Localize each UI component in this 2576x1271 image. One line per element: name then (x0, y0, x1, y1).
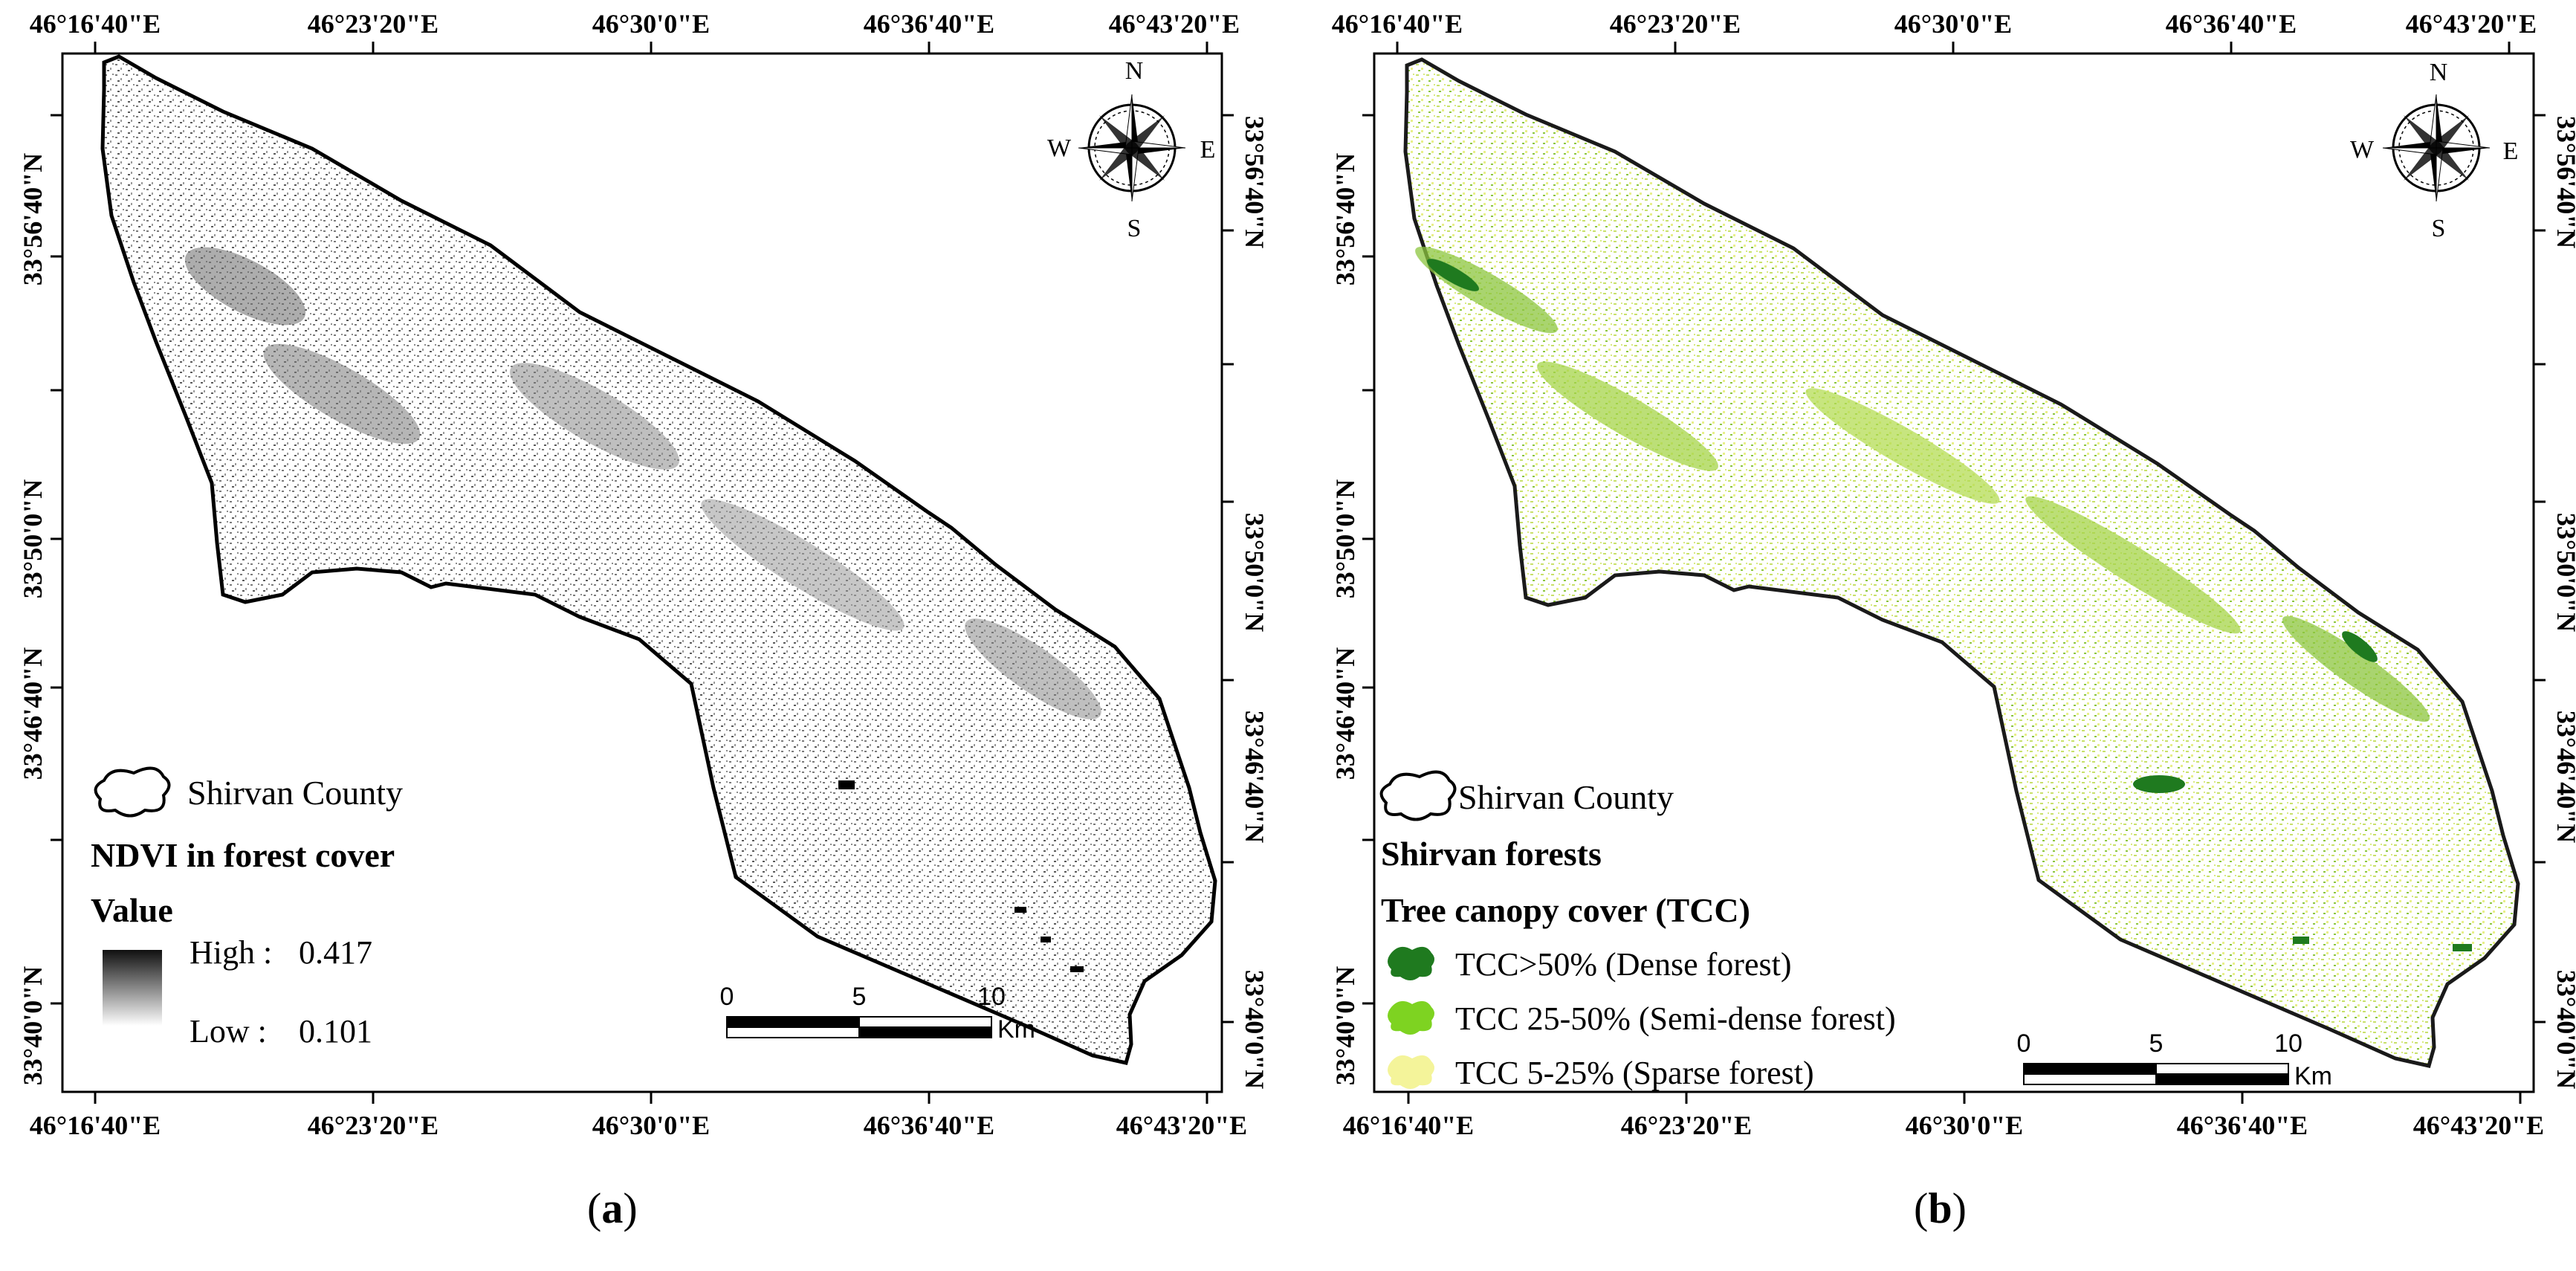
graticule-ticks (1362, 42, 2546, 1104)
latitude-label: 33°50'0"N (2551, 513, 2576, 632)
legend-boundary-label: Shirvan County (187, 774, 403, 812)
ndvi-color-ramp (103, 950, 162, 1026)
ndvi-high-dots (838, 780, 1084, 972)
ndvi-dense-patches (184, 247, 1101, 719)
longitude-label: 46°36'40"E (864, 9, 994, 39)
compass-west-label: W (2350, 136, 2375, 164)
tcc-semi-dense-patches (1415, 246, 2430, 722)
legend-boundary-label: Shirvan County (1458, 778, 1674, 816)
legend-high-value: 0.417 (299, 934, 372, 971)
longitude-label: 46°16'40"E (1343, 1110, 1474, 1140)
shirvan-county-boundary (100, 54, 1217, 1065)
boundary-legend-icon (1379, 770, 1457, 821)
map-panel-a: 46°16'40"E 46°23'20"E 46°30'0"E 46°36'40… (18, 9, 1269, 1140)
latitude-label: 33°40'0"N (2551, 970, 2576, 1089)
compass-north-label: N (2430, 59, 2448, 86)
tcc-dense-swatch-icon (1388, 946, 1434, 980)
panel-caption-a: (a) (587, 1184, 638, 1232)
latitude-label: 33°46'40"N (18, 647, 48, 780)
legend-panel-a: Shirvan County NDVI in forest cover Valu… (91, 766, 403, 1050)
legend-heading: NDVI in forest cover (91, 836, 395, 874)
longitude-label: 46°16'40"E (30, 1110, 161, 1140)
longitude-label: 46°30'0"E (592, 1110, 710, 1140)
latitude-label: 33°50'0"N (1330, 479, 1360, 598)
scale-tick-label: 0 (2017, 1029, 2031, 1058)
longitude-label: 46°23'20"E (308, 1110, 438, 1140)
latitude-label: 33°46'40"N (1240, 711, 1269, 843)
tcc-sparse-swatch-icon (1388, 1055, 1434, 1089)
compass-east-label: E (1200, 136, 1216, 164)
map-panel-b: 46°16'40"E 46°23'20"E 46°30'0"E 46°36'40… (1330, 9, 2576, 1140)
scale-tick-label: 5 (2149, 1029, 2164, 1058)
latitude-label: 33°56'40"N (18, 153, 48, 285)
legend-high-label: High : (190, 934, 272, 971)
compass-east-label: E (2503, 138, 2519, 165)
longitude-label: 46°43'20"E (2413, 1110, 2544, 1140)
latitude-label: 33°50'0"N (1240, 513, 1269, 632)
tcc-dense-patches (1427, 259, 2472, 951)
shirvan-county-boundary (1403, 57, 2520, 1068)
scale-unit-label: Km (997, 1015, 1035, 1044)
legend-subheading: Tree canopy cover (TCC) (1381, 891, 1750, 929)
scale-bar: 0 5 10 Km (720, 983, 1035, 1044)
compass-south-label: S (2432, 215, 2446, 242)
longitude-label: 46°30'0"E (592, 9, 710, 39)
compass-south-label: S (1127, 215, 1142, 242)
longitude-label: 46°36'40"E (2166, 9, 2297, 39)
scale-tick-label: 10 (977, 983, 1006, 1011)
longitude-label: 46°43'20"E (2406, 9, 2537, 39)
longitude-label: 46°36'40"E (864, 1110, 994, 1140)
latitude-label: 33°46'40"N (1330, 647, 1360, 780)
latitude-label: 33°56'40"N (1330, 153, 1360, 285)
longitude-label: 46°30'0"E (1906, 1110, 2023, 1140)
legend-low-value: 0.101 (299, 1013, 372, 1050)
latitude-label: 33°40'0"N (1330, 966, 1360, 1085)
longitude-label: 46°43'20"E (1109, 9, 1240, 39)
longitude-label: 46°23'20"E (1621, 1110, 1752, 1140)
legend-low-label: Low : (190, 1013, 267, 1050)
legend-class-label: TCC 5-25% (Sparse forest) (1455, 1055, 1814, 1091)
legend-value-heading: Value (91, 891, 173, 929)
legend-panel-b: Shirvan County Shirvan forests Tree cano… (1379, 770, 1896, 1091)
longitude-label: 46°23'20"E (1610, 9, 1741, 39)
compass-west-label: W (1047, 135, 1072, 162)
longitude-label: 46°30'0"E (1894, 9, 2012, 39)
scale-tick-label: 10 (2274, 1029, 2302, 1058)
compass-rose-icon (1078, 94, 1186, 202)
legend-class-label: TCC>50% (Dense forest) (1455, 946, 1791, 983)
scale-tick-label: 5 (852, 983, 867, 1011)
scale-bar: 0 5 10 Km (2017, 1029, 2332, 1090)
legend-class-label: TCC 25-50% (Semi-dense forest) (1455, 1000, 1896, 1037)
legend-heading: Shirvan forests (1381, 835, 1602, 873)
scale-unit-label: Km (2294, 1062, 2332, 1090)
latitude-label: 33°50'0"N (18, 479, 48, 598)
latitude-label: 33°56'40"N (2551, 116, 2576, 248)
boundary-legend-icon (94, 766, 171, 818)
longitude-label: 46°16'40"E (1332, 9, 1463, 39)
tcc-semi-dense-swatch-icon (1388, 1000, 1434, 1035)
compass-rose-icon (2382, 94, 2491, 202)
compass-north-label: N (1125, 57, 1144, 85)
latitude-label: 33°40'0"N (1240, 970, 1269, 1089)
scale-tick-label: 0 (720, 983, 734, 1011)
graticule-ticks (51, 42, 1234, 1104)
longitude-label: 46°16'40"E (30, 9, 161, 39)
longitude-label: 46°23'20"E (308, 9, 438, 39)
panel-caption-b: (b) (1914, 1184, 1967, 1232)
latitude-label: 33°46'40"N (2551, 711, 2576, 843)
latitude-label: 33°40'0"N (18, 966, 48, 1085)
longitude-label: 46°36'40"E (2177, 1110, 2308, 1140)
longitude-label: 46°43'20"E (1116, 1110, 1247, 1140)
latitude-label: 33°56'40"N (1240, 116, 1269, 248)
